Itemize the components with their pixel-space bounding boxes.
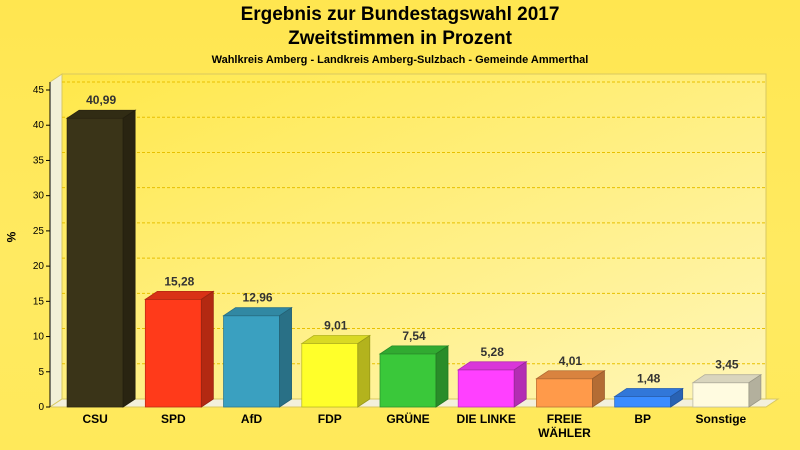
- y-tick-label: 40: [33, 120, 45, 131]
- y-tick-label: 20: [33, 261, 45, 272]
- data-label: 4,01: [559, 354, 583, 368]
- bar-front: [223, 315, 280, 408]
- x-tick-label: GRÜNE: [386, 411, 429, 426]
- bar-side: [357, 334, 371, 408]
- bar-fdp: 9,01: [300, 319, 372, 408]
- y-tick-label: 25: [33, 226, 45, 237]
- x-tick-label: CSU: [82, 412, 107, 426]
- chart-title: Ergebnis zur Bundestagswahl 2017: [240, 4, 560, 25]
- bar-side: [513, 361, 527, 408]
- bar-side: [670, 387, 684, 408]
- chart-title-line2: Zweitstimmen in Prozent: [288, 28, 512, 49]
- plot-side-wall: [49, 73, 63, 408]
- bar-front: [301, 343, 359, 408]
- bars: 40,99 15,28 12,96 9,01 7,54 5,28 4,01 1,48 3,45: [65, 93, 763, 408]
- x-tick-label: AfD: [241, 412, 263, 426]
- bar-side: [435, 345, 449, 408]
- data-label: 12,96: [243, 291, 273, 305]
- bar-side: [748, 373, 762, 408]
- bar-bp: 1,48: [613, 372, 684, 408]
- x-tick-label: DIE LINKE: [457, 412, 516, 426]
- bar-front: [536, 378, 593, 408]
- x-tick-label: SPD: [161, 412, 186, 426]
- bar-front: [379, 353, 437, 408]
- bar-side: [279, 306, 292, 408]
- y-tick-label: 45: [33, 85, 45, 96]
- y-tick-label: 30: [33, 191, 45, 202]
- data-label: 1,48: [637, 372, 661, 386]
- x-tick-label: BP: [634, 412, 651, 426]
- x-tick-label: FDP: [318, 412, 342, 426]
- y-tick-label: 15: [33, 296, 45, 307]
- bar-sonstige: 3,45: [691, 358, 763, 408]
- data-label: 3,45: [715, 358, 739, 372]
- bar-spd: 15,28: [144, 274, 215, 408]
- bar-front: [457, 369, 515, 408]
- data-label: 40,99: [86, 93, 116, 107]
- y-tick-label: 5: [38, 367, 44, 378]
- data-label: 15,28: [164, 274, 194, 288]
- x-tick-label: Sonstige: [696, 412, 747, 426]
- y-tick-label: 10: [33, 332, 45, 343]
- y-tick-label: 0: [38, 402, 44, 413]
- bar-front: [692, 382, 750, 408]
- x-tick-label: FREIE WÄHLER: [538, 412, 591, 440]
- bar-side: [122, 109, 136, 408]
- bar-side: [200, 290, 214, 408]
- bar-front: [144, 298, 202, 408]
- bar-csu: 40,99: [65, 93, 137, 408]
- data-label: 9,01: [324, 319, 348, 333]
- category-labels: CSU SPD AfD FDP GRÜNE DIE LINKE FREIE WÄHLER BP S…: [82, 411, 746, 440]
- data-label: 5,28: [481, 345, 505, 359]
- bar-die-linke: 5,28: [456, 345, 528, 408]
- y-tick-label: 35: [33, 155, 45, 166]
- bar-front: [66, 117, 124, 408]
- bar-afd: 12,96: [222, 291, 293, 408]
- bar-front: [614, 396, 672, 408]
- bar-side: [592, 370, 605, 408]
- y-axis-ticks: 0 5 10 15 20 25 30 35 40 45: [33, 82, 51, 413]
- bar-grüne: 7,54: [378, 329, 450, 408]
- bar-freie-wähler: 4,01: [535, 354, 606, 408]
- data-label: 7,54: [402, 329, 426, 343]
- chart-subtitle: Wahlkreis Amberg - Landkreis Amberg-Sulz…: [211, 54, 589, 66]
